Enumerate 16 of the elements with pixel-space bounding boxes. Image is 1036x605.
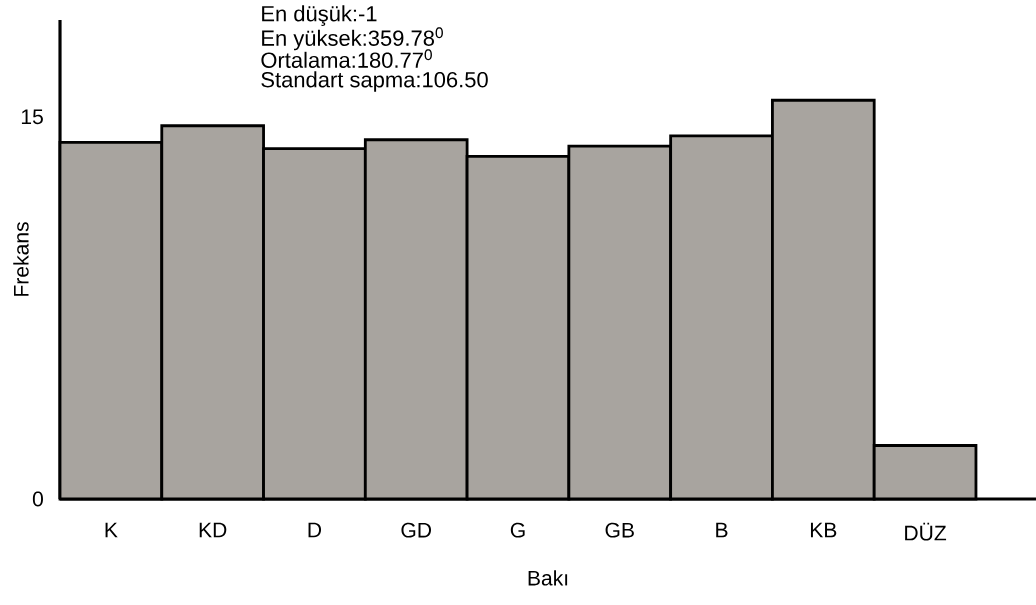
y-axis-title: Frekans — [13, 222, 29, 296]
x-tick-label: D — [308, 522, 322, 538]
annotation: En yüksek:359.78$^{0}$ — [262, 27, 443, 51]
annotation: Standart sapma:106.50 — [261, 71, 488, 92]
y-tick-label: 15 — [21, 109, 43, 125]
x-tick-label: B — [716, 522, 728, 538]
annotation: En düşük:-1 — [262, 5, 377, 26]
y-tick-label: 0 — [32, 491, 43, 507]
x-tick-label: KB — [810, 522, 837, 538]
x-tick-label: G — [510, 522, 525, 538]
x-tick-label: DÜZ — [905, 522, 947, 541]
x-tick-label: GB — [605, 522, 634, 538]
x-tick-label: KD — [199, 522, 227, 538]
x-tick-label: K — [105, 522, 118, 538]
x-tick-label: GD — [401, 522, 432, 538]
x-axis-title: Bakı — [528, 570, 568, 586]
